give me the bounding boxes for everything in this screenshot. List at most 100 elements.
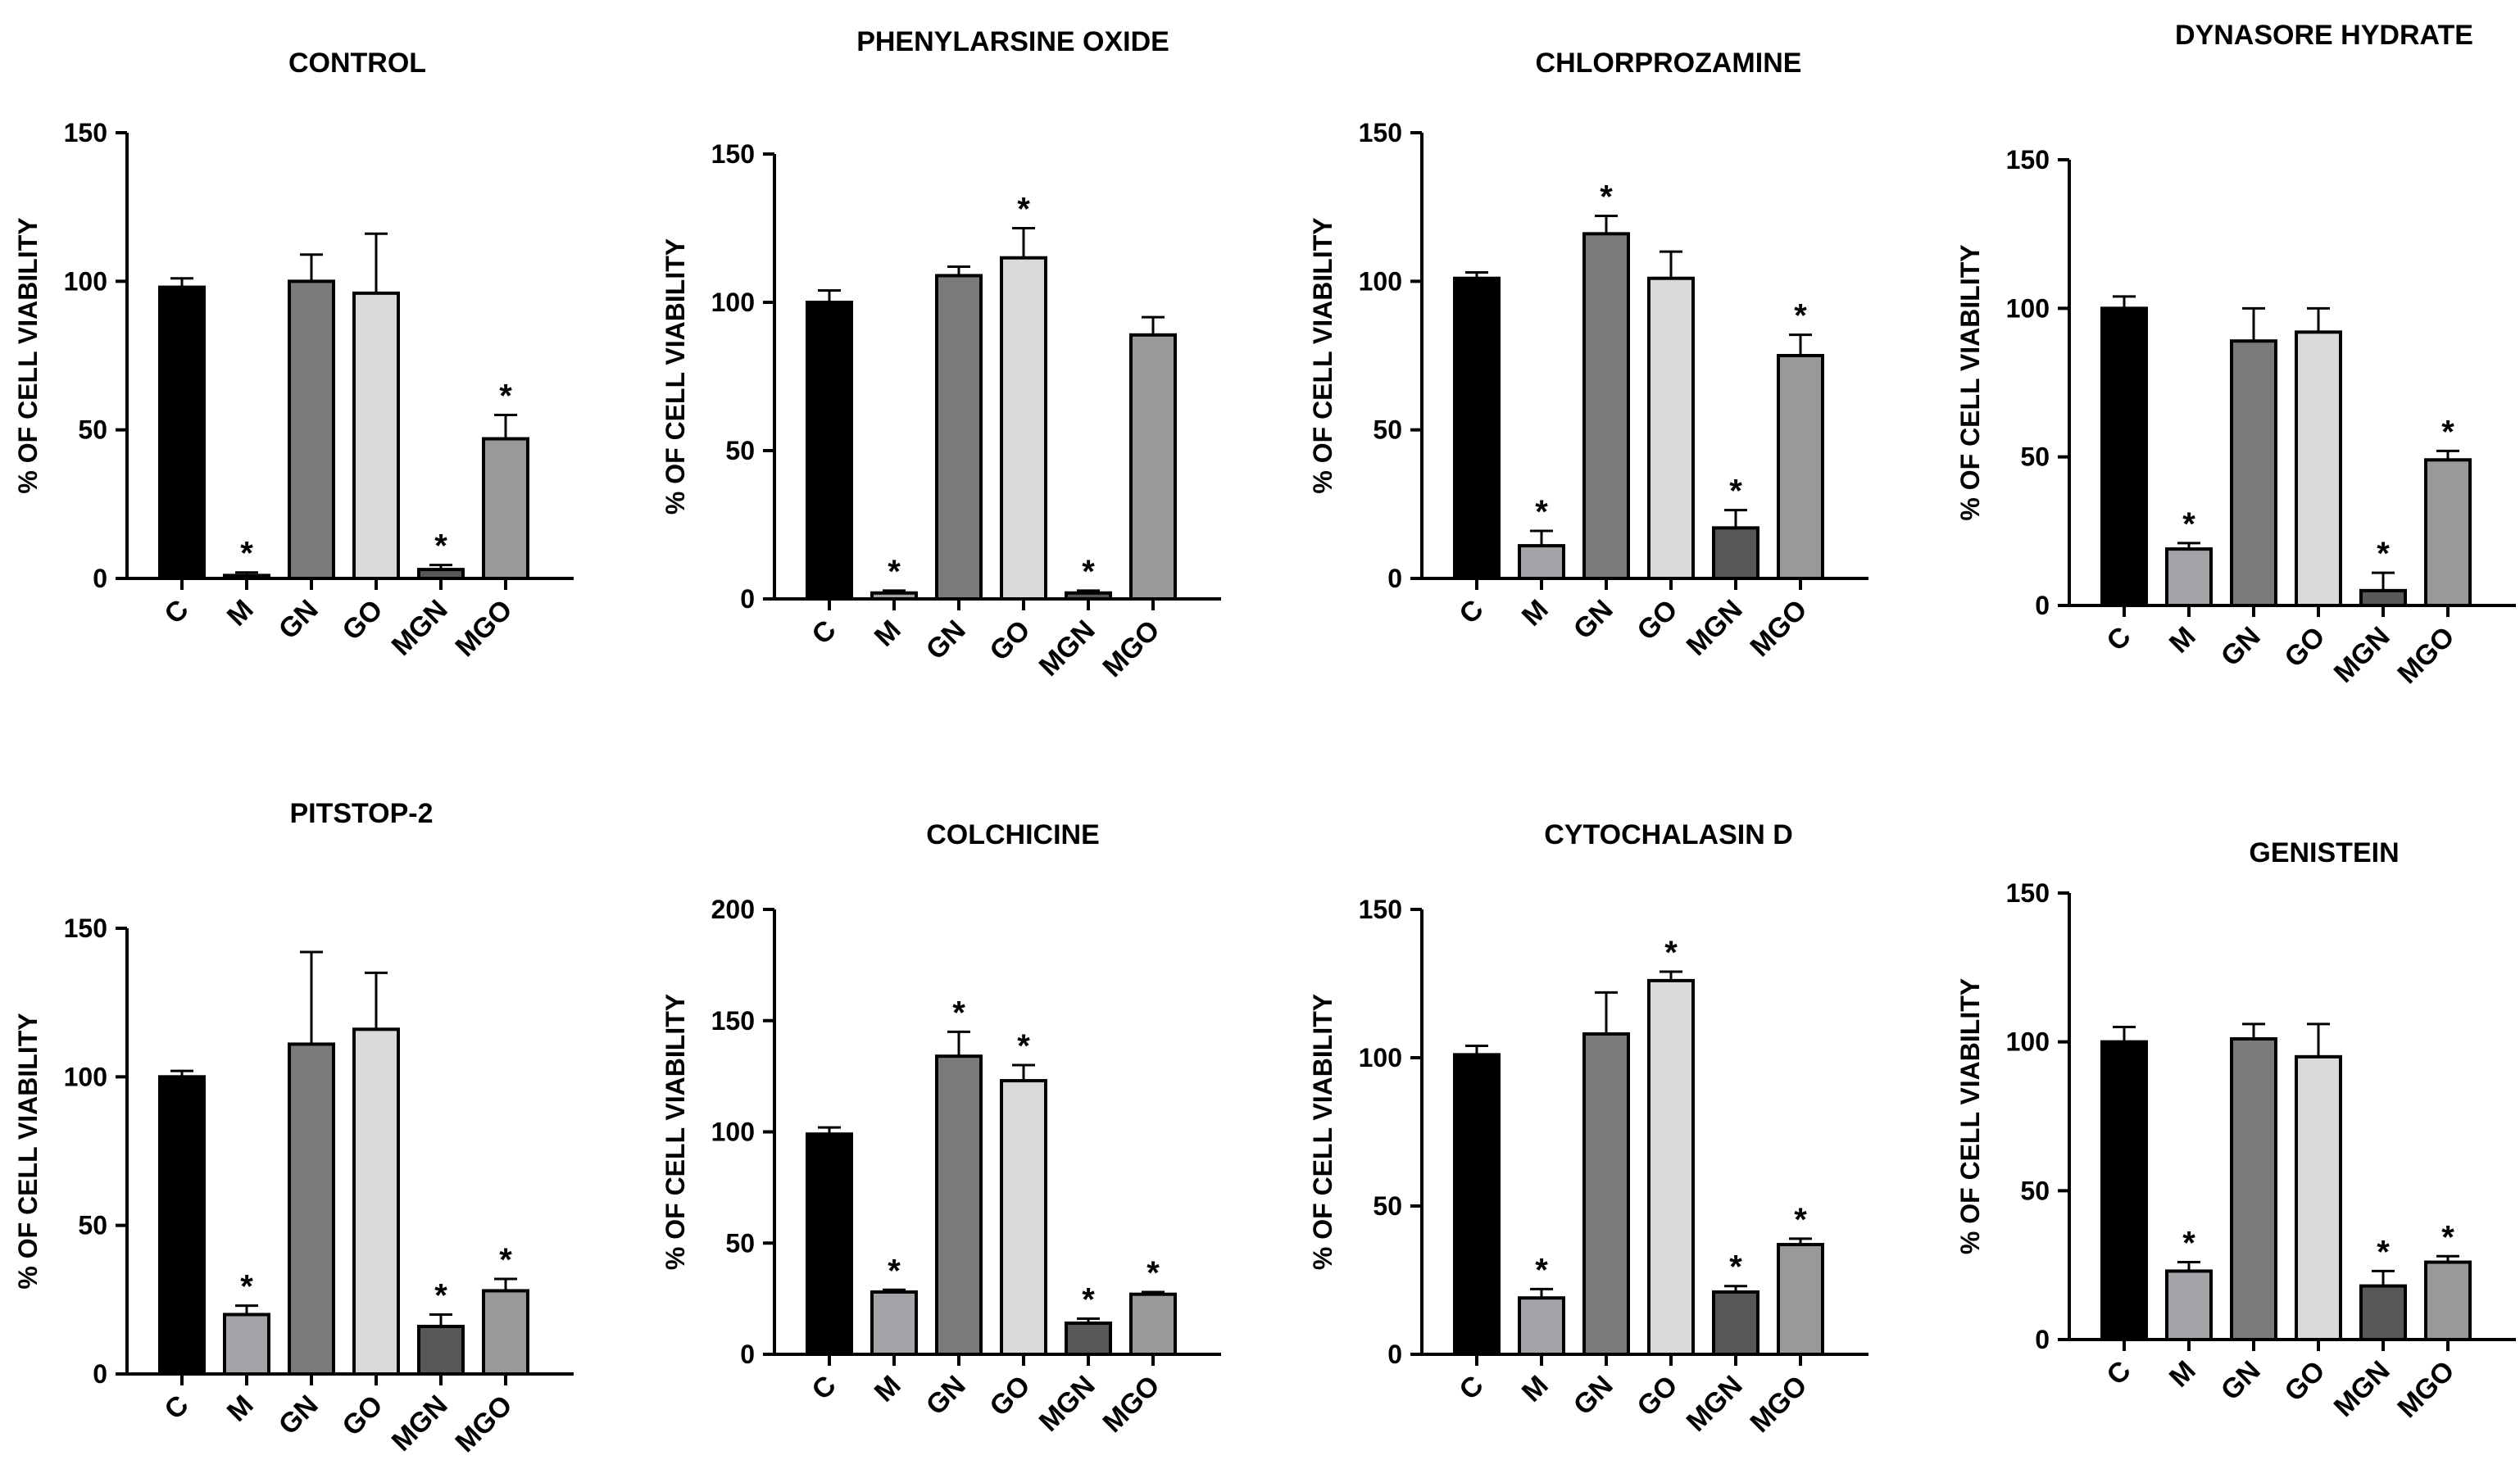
y-tick-label: 150 [711,1006,755,1036]
significance-marker: * [240,1269,253,1305]
x-tick-label-mgo: MGO [2391,621,2460,690]
bar-mgn [1065,591,1112,601]
bar-mgo [1129,333,1177,601]
x-tick-label-gn: GN [2215,1355,2267,1407]
x-tick-label-mgn: MGN [2328,621,2396,689]
significance-marker: * [1017,192,1030,228]
y-axis-label: % OF CELL VIABILITY [1955,244,1985,520]
significance-marker: * [1664,935,1678,971]
significance-marker: * [952,995,965,1031]
y-tick-label: 50 [2020,1176,2050,1205]
bar-mgo [482,1289,529,1376]
significance-marker: * [1082,554,1095,590]
x-tick-label-c: C [158,594,194,630]
y-tick-label: 50 [725,1228,755,1258]
bar-mgn [417,568,465,580]
x-tick-label-gn: GN [920,614,972,666]
x-tick-label-mgo: MGO [1097,1370,1165,1439]
x-tick-label-go: GO [2278,1355,2331,1408]
x-tick-label-mgo: MGO [1744,594,1813,663]
x-tick-label-go: GO [983,614,1036,667]
y-tick-label: 0 [740,1340,755,1369]
bar-gn [1582,232,1630,580]
chart-title: PHENYLARSINE OXIDE [856,26,1169,57]
bar-m [870,1290,918,1356]
bar-mgn [1712,1290,1759,1356]
significance-marker: * [2377,536,2390,572]
x-tick-label-mgo: MGO [2391,1355,2460,1424]
significance-marker: * [1082,1282,1095,1318]
y-tick-label: 50 [1373,1191,1402,1221]
chart-title: DYNASORE HYDRATE [2175,20,2473,51]
bar-m [2165,1269,2213,1342]
x-tick-label-m: M [2164,1355,2202,1394]
bar-gn [935,1054,983,1356]
bar-mgn [1065,1321,1112,1356]
y-tick-label: 150 [711,139,755,169]
significance-marker: * [434,528,447,564]
y-tick-label: 100 [2006,1027,2050,1057]
x-tick-label-m: M [869,614,907,653]
x-tick-label-mgo: MGO [1744,1370,1813,1439]
chart-panel-3: CHLORPROZAMINE % OF CELL VIABILITY 0 50 100 1… [1308,48,1868,663]
significance-marker: * [1146,1255,1160,1291]
y-axis-label: % OF CELL VIABILITY [1308,217,1337,493]
bar-c [158,1075,206,1376]
x-tick-label-c: C [806,614,842,651]
significance-marker: * [2182,506,2195,542]
chart-title: CONTROL [288,48,426,79]
chart-title: CYTOCHALASIN D [1544,819,1793,850]
y-tick-label: 50 [1373,415,1402,445]
bar-mgo [1129,1292,1177,1356]
x-tick-label-mgn: MGN [2328,1355,2396,1423]
bar-mgn [1712,526,1759,581]
bar-m [2165,547,2213,607]
x-tick-label-mgo: MGO [449,594,518,663]
significance-marker: * [1535,494,1548,530]
bar-c [158,285,206,580]
x-tick-label-m: M [869,1370,907,1408]
x-tick-label-m: M [1516,1370,1555,1408]
x-tick-label-go: GO [1631,594,1683,646]
x-tick-label-go: GO [983,1370,1036,1422]
x-tick-label-gn: GN [273,1390,325,1441]
significance-marker: * [1535,1252,1548,1288]
bar-mgn [417,1324,465,1376]
significance-marker: * [499,1242,512,1278]
y-tick-label: 50 [725,436,755,465]
bar-c [1453,276,1501,580]
bar-go [1647,276,1695,580]
bar-m [1518,544,1565,581]
bar-m [1518,1296,1565,1356]
bar-gn [288,1042,335,1376]
y-tick-label: 200 [711,895,755,924]
bar-go [2295,330,2342,607]
y-tick-label: 50 [78,415,107,445]
bar-gn [935,274,983,601]
y-axis-label: % OF CELL VIABILITY [1955,978,1985,1254]
y-axis-label: % OF CELL VIABILITY [661,238,690,515]
x-tick-label-m: M [221,594,260,632]
significance-marker: * [1794,1202,1807,1238]
significance-marker: * [888,554,901,590]
x-tick-label-go: GO [1631,1370,1683,1422]
chart-title: CHLORPROZAMINE [1536,48,1802,79]
y-tick-label: 0 [740,584,755,614]
significance-marker: * [1729,474,1742,510]
bar-gn [2230,1037,2277,1341]
significance-marker: * [2182,1226,2195,1262]
bar-c [1453,1053,1501,1356]
chart-panel-6: COLCHICINE % OF CELL VIABILITY 0 50 100 150 20… [661,819,1221,1439]
significance-marker: * [888,1253,901,1289]
bar-go [1647,978,1695,1356]
chart-panel-2: PHENYLARSINE OXIDE % OF CELL VIABILITY 0 50… [661,26,1221,683]
x-tick-label-c: C [1453,1370,1489,1406]
x-tick-label-mgn: MGN [1033,1370,1101,1438]
x-tick-label-gn: GN [1568,1370,1619,1421]
bar-mgn [2359,1284,2407,1341]
y-tick-label: 100 [2006,293,2050,323]
x-tick-label-m: M [2164,621,2202,660]
bar-c [2100,306,2148,607]
x-tick-label-c: C [2100,621,2136,657]
